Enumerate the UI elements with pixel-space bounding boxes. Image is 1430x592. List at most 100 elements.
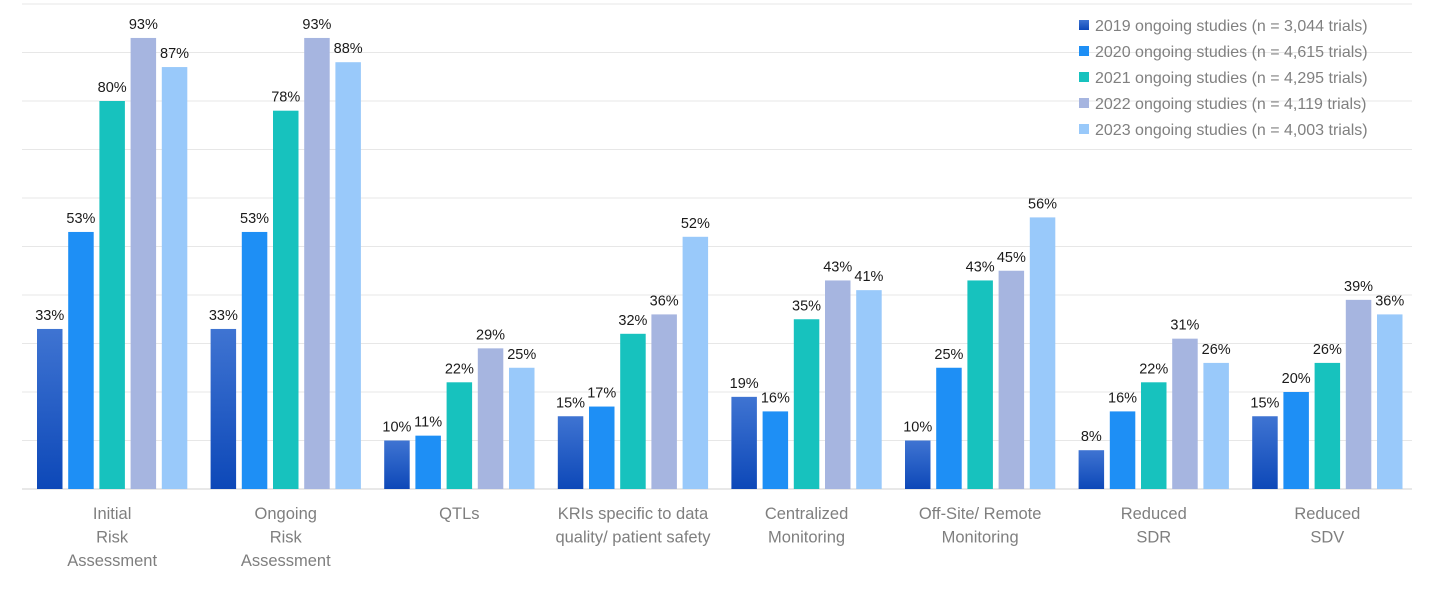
data-label: 33%: [209, 308, 238, 324]
bar: [161, 67, 188, 490]
data-label: 33%: [35, 308, 64, 324]
bar: [1252, 416, 1278, 489]
category-label: Risk: [96, 529, 129, 547]
data-label: 41%: [854, 269, 883, 285]
data-label: 45%: [997, 250, 1026, 266]
bar: [651, 314, 677, 489]
data-label: 78%: [271, 90, 300, 106]
bar: [1141, 382, 1167, 489]
data-label: 26%: [1313, 342, 1342, 358]
bar: [620, 333, 646, 489]
data-label: 15%: [1250, 395, 1279, 411]
legend-swatch: [1079, 46, 1089, 56]
data-label: 36%: [650, 293, 679, 309]
bars: [37, 37, 1403, 490]
data-label: 88%: [334, 41, 363, 57]
data-label: 16%: [1108, 390, 1137, 406]
bar: [557, 416, 584, 489]
data-label: 31%: [1170, 318, 1199, 334]
legend-label: 2021 ongoing studies (n = 4,295 trials): [1095, 70, 1368, 87]
bar: [477, 348, 504, 489]
bar: [1203, 362, 1229, 489]
category-label: SDV: [1310, 529, 1344, 547]
bar: [210, 328, 237, 489]
category-label: Ongoing: [255, 505, 317, 523]
data-label: 93%: [302, 17, 331, 33]
bar: [130, 37, 157, 489]
bar: [304, 37, 330, 489]
data-label: 10%: [903, 420, 932, 436]
bar: [1345, 299, 1372, 489]
data-label: 93%: [129, 17, 158, 33]
bar: [1377, 314, 1403, 489]
data-label: 39%: [1344, 279, 1373, 295]
data-label: 53%: [240, 211, 269, 227]
bar: [762, 411, 789, 489]
bar: [998, 270, 1025, 489]
data-label: 26%: [1202, 342, 1231, 358]
category-label: Assessment: [67, 552, 157, 570]
category-label: QTLs: [439, 505, 479, 523]
data-label: 43%: [966, 259, 995, 275]
category-label: Centralized: [765, 505, 848, 523]
data-label: 53%: [66, 211, 95, 227]
legend-swatch: [1079, 124, 1089, 134]
category-labels: Initial Risk Assessment Ongoing Risk Assessme…: [67, 505, 1360, 570]
data-label: 20%: [1282, 371, 1311, 387]
bar: [509, 367, 535, 489]
bar: [936, 367, 962, 489]
data-label: 22%: [1139, 361, 1168, 377]
data-label: 43%: [823, 259, 852, 275]
category-label: Reduced: [1121, 505, 1187, 523]
data-label: 16%: [761, 390, 790, 406]
bar: [1314, 362, 1341, 489]
bar: [967, 280, 993, 489]
bar: [1109, 411, 1136, 489]
bar: [682, 236, 709, 489]
data-label: 80%: [98, 80, 127, 96]
category-label: Assessment: [241, 552, 331, 570]
bar: [384, 440, 410, 489]
category-label: Monitoring: [942, 529, 1019, 547]
legend-label: 2023 ongoing studies (n = 4,003 trials): [1095, 122, 1368, 139]
category-label: SDR: [1136, 529, 1171, 547]
data-label: 25%: [507, 347, 536, 363]
category-label: Off-Site/ Remote: [919, 505, 1042, 523]
bar: [1283, 392, 1309, 489]
bar: [99, 101, 125, 489]
legend-label: 2019 ongoing studies (n = 3,044 trials): [1095, 18, 1368, 35]
bar: [415, 435, 441, 489]
data-label: 36%: [1375, 293, 1404, 309]
category-label: quality/ patient safety: [555, 529, 711, 547]
category-label: Monitoring: [768, 529, 845, 547]
bar: [241, 231, 268, 489]
data-label: 56%: [1028, 196, 1057, 212]
category-label: Initial: [93, 505, 132, 523]
data-labels: 33% 33% 10% 15% 19% 10% 8% 15% 53% 53% 11% 17% 16% 25…: [35, 17, 1404, 445]
data-label: 25%: [934, 347, 963, 363]
bar: [905, 440, 931, 489]
bar: [68, 231, 94, 489]
legend-label: 2022 ongoing studies (n = 4,119 trials): [1095, 96, 1366, 113]
data-label: 8%: [1081, 429, 1102, 445]
data-label: 35%: [792, 298, 821, 314]
data-label: 15%: [556, 395, 585, 411]
data-label: 11%: [414, 415, 442, 431]
bar: [37, 328, 63, 489]
data-label: 22%: [445, 361, 474, 377]
bar: [1029, 217, 1056, 489]
bar: [856, 290, 882, 489]
legend-label: 2020 ongoing studies (n = 4,615 trials): [1095, 44, 1368, 61]
data-label: 10%: [382, 420, 411, 436]
category-label: Reduced: [1294, 505, 1360, 523]
data-label: 87%: [160, 46, 189, 62]
bar: [1078, 450, 1105, 489]
data-label: 29%: [476, 327, 505, 343]
bar: [589, 406, 615, 489]
data-label: 19%: [730, 376, 759, 392]
legend-swatch: [1079, 98, 1089, 108]
legend: 2019 ongoing studies (n = 3,044 trials) 2…: [1079, 18, 1368, 139]
bar: [1172, 338, 1198, 489]
data-label: 52%: [681, 216, 710, 232]
